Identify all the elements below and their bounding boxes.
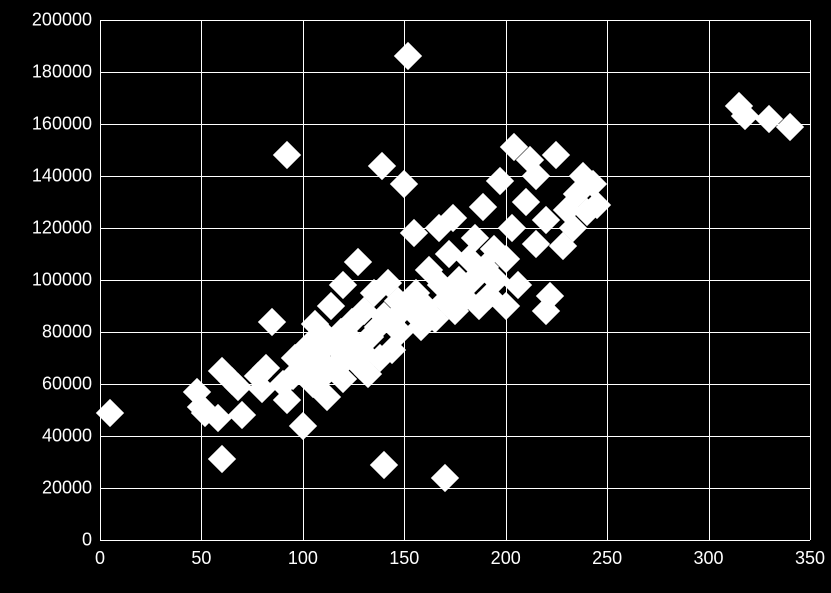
gridline-vertical xyxy=(404,20,405,540)
x-tick-label: 0 xyxy=(95,548,105,569)
gridline-horizontal xyxy=(100,72,810,73)
y-tick-label: 40000 xyxy=(42,426,92,447)
gridline-horizontal xyxy=(100,488,810,489)
x-tick-label: 250 xyxy=(592,548,622,569)
gridline-vertical xyxy=(709,20,710,540)
x-tick-label: 300 xyxy=(694,548,724,569)
gridline-vertical xyxy=(100,20,101,540)
x-tick-label: 100 xyxy=(288,548,318,569)
gridline-horizontal xyxy=(100,436,810,437)
y-tick-label: 160000 xyxy=(32,114,92,135)
y-tick-label: 80000 xyxy=(42,322,92,343)
y-tick-label: 180000 xyxy=(32,62,92,83)
gridline-horizontal xyxy=(100,124,810,125)
y-tick-label: 20000 xyxy=(42,478,92,499)
x-tick-label: 200 xyxy=(491,548,521,569)
y-tick-label: 140000 xyxy=(32,166,92,187)
y-tick-label: 100000 xyxy=(32,270,92,291)
gridline-horizontal xyxy=(100,540,810,541)
gridline-vertical xyxy=(303,20,304,540)
x-tick-label: 50 xyxy=(191,548,211,569)
gridline-vertical xyxy=(607,20,608,540)
gridline-horizontal xyxy=(100,332,810,333)
y-tick-label: 0 xyxy=(82,530,92,551)
y-tick-label: 60000 xyxy=(42,374,92,395)
gridline-horizontal xyxy=(100,20,810,21)
x-tick-label: 350 xyxy=(795,548,825,569)
gridline-vertical xyxy=(201,20,202,540)
y-tick-label: 200000 xyxy=(32,10,92,31)
scatter-chart: 0 20000 40000 60000 80000 100000 120000 140000 1… xyxy=(0,0,831,593)
gridline-horizontal xyxy=(100,384,810,385)
gridline-horizontal xyxy=(100,176,810,177)
gridline-vertical xyxy=(810,20,811,540)
x-tick-label: 150 xyxy=(389,548,419,569)
y-tick-label: 120000 xyxy=(32,218,92,239)
